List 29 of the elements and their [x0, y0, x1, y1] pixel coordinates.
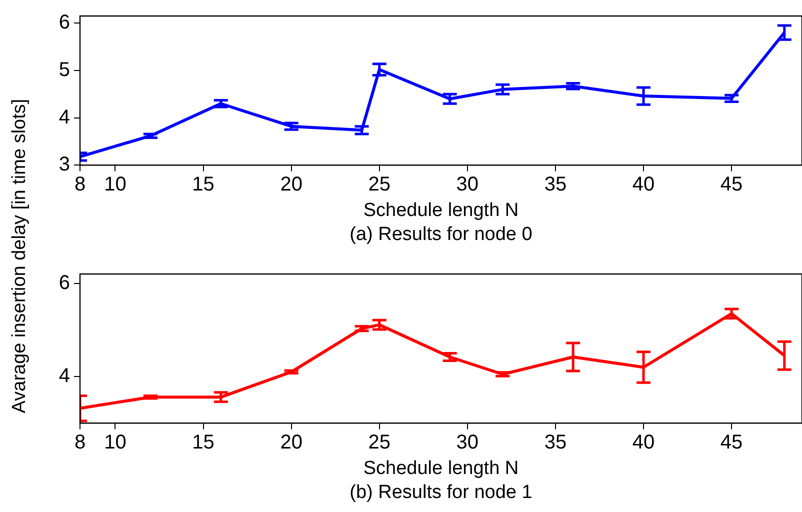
x-tick-label: 25	[368, 174, 390, 196]
x-tick-label: 20	[280, 174, 302, 196]
x-axis-title: Schedule length N	[363, 200, 519, 221]
x-tick-label: 8	[74, 432, 86, 454]
x-tick-label: 10	[104, 174, 126, 196]
y-tick-label: 4	[58, 365, 70, 388]
y-tick-label: 6	[58, 12, 70, 34]
text: (b) Results for node 1	[348, 482, 534, 504]
x-tick-label: 30	[456, 432, 479, 454]
x-tick-label: 40	[632, 174, 655, 196]
x-tick-label: 45	[720, 174, 743, 196]
y-tick-label: 4	[58, 106, 70, 128]
x-tick-label: 8	[74, 174, 86, 196]
x-tick-label: 35	[544, 432, 567, 454]
text: (a) Results for node 0	[348, 224, 534, 246]
x-tick-label: 35	[544, 174, 567, 196]
x-tick-label: 20	[280, 432, 302, 454]
x-tick-label: 15	[192, 174, 214, 196]
x-tick-label: 10	[104, 432, 126, 454]
y-tick-label: 5	[58, 58, 70, 81]
x-tick-label: 30	[456, 174, 479, 196]
x-tick-label: 25	[368, 432, 390, 454]
y-tick-label: 6	[58, 272, 70, 294]
y-axis-title: Avarage insertion delay [in time slots]	[9, 98, 31, 414]
x-tick-label: 40	[632, 432, 655, 454]
x-tick-label: 15	[192, 432, 214, 454]
y-tick-label: 3	[58, 154, 70, 176]
x-tick-label: 45	[720, 432, 743, 454]
x-axis-title: Schedule length N	[363, 458, 519, 479]
